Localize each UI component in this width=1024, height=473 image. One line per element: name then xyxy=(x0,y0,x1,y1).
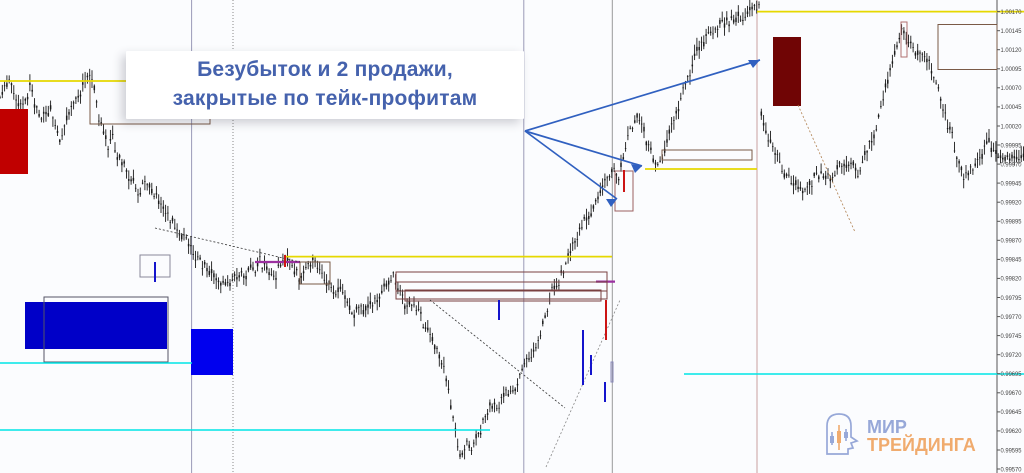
svg-text:1.00020: 1.00020 xyxy=(1001,123,1022,130)
svg-text:0.99570: 0.99570 xyxy=(1001,466,1022,473)
svg-text:0.99795: 0.99795 xyxy=(1001,295,1022,302)
svg-text:0.99720: 0.99720 xyxy=(1001,352,1022,359)
svg-text:0.99745: 0.99745 xyxy=(1001,333,1022,340)
svg-text:ТРЕЙДИНГА: ТРЕЙДИНГА xyxy=(867,434,976,455)
svg-text:0.99895: 0.99895 xyxy=(1001,219,1022,226)
svg-text:1.00070: 1.00070 xyxy=(1001,85,1022,92)
svg-text:0.99970: 0.99970 xyxy=(1001,161,1022,168)
svg-text:1.00145: 1.00145 xyxy=(1001,28,1022,35)
svg-text:0.99870: 0.99870 xyxy=(1001,238,1022,245)
svg-text:0.99820: 0.99820 xyxy=(1001,276,1022,283)
svg-text:0.99770: 0.99770 xyxy=(1001,314,1022,321)
svg-text:1.00045: 1.00045 xyxy=(1001,104,1022,111)
svg-text:0.99670: 0.99670 xyxy=(1001,390,1022,397)
svg-text:0.99995: 0.99995 xyxy=(1001,142,1022,149)
svg-text:1.00120: 1.00120 xyxy=(1001,47,1022,54)
svg-text:МИР: МИР xyxy=(867,417,907,437)
svg-text:1.00170: 1.00170 xyxy=(1001,9,1022,16)
svg-text:0.99920: 0.99920 xyxy=(1001,200,1022,207)
svg-text:0.99945: 0.99945 xyxy=(1001,180,1022,187)
svg-text:0.99845: 0.99845 xyxy=(1001,257,1022,264)
svg-text:1.00095: 1.00095 xyxy=(1001,66,1022,73)
svg-text:0.99695: 0.99695 xyxy=(1001,371,1022,378)
